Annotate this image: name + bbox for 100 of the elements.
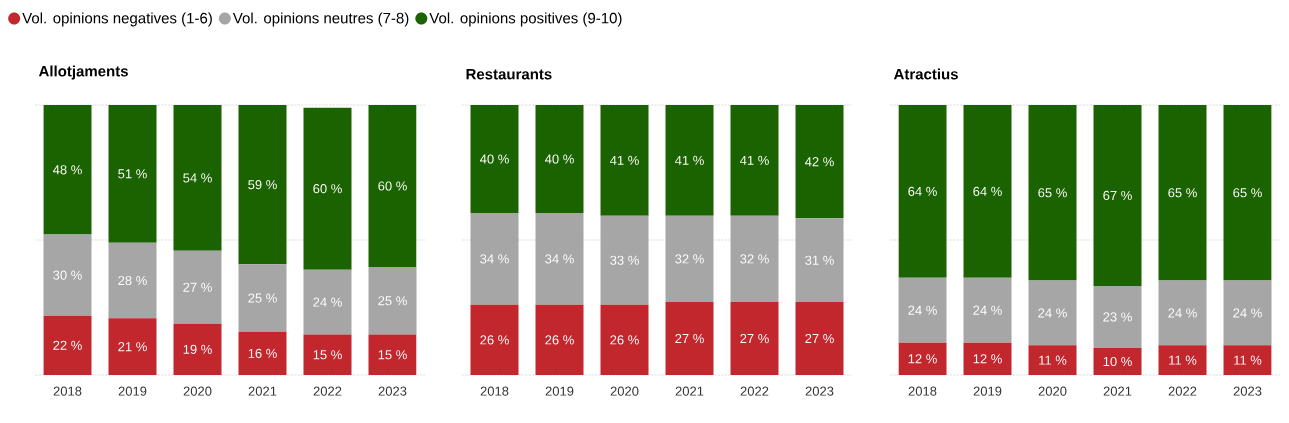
x-tick-label: 2023	[805, 386, 834, 396]
legend-label: Vol. opinions neutres (7-8)	[232, 12, 409, 27]
bar	[238, 264, 287, 332]
bar	[470, 304, 519, 375]
x-tick-label: 2018	[908, 386, 937, 396]
data-label: 42 %	[804, 157, 834, 167]
data-label: 11 %	[1039, 355, 1067, 365]
data-label: 48 %	[52, 165, 82, 175]
bar	[665, 302, 714, 375]
x-tick-label: 2020	[1038, 386, 1067, 396]
bar	[108, 105, 157, 243]
bar	[108, 318, 157, 375]
bar	[600, 215, 649, 305]
data-label: 15 %	[378, 350, 407, 360]
data-label: 32 %	[740, 254, 769, 264]
data-label: 24 %	[313, 297, 342, 307]
data-label: 32 %	[675, 254, 704, 264]
data-label: 41 %	[674, 155, 704, 165]
bar	[303, 107, 352, 270]
chart-title: Atractius	[893, 68, 958, 80]
x-tick-label: 2019	[118, 386, 147, 396]
bar	[108, 242, 157, 319]
bar	[600, 304, 649, 375]
bar	[1158, 280, 1207, 346]
data-label: 27 %	[805, 333, 834, 344]
bar	[1028, 345, 1077, 375]
x-tick-label: 2022	[313, 386, 342, 396]
data-label: 22 %	[53, 340, 82, 350]
bar	[1093, 348, 1142, 375]
data-label: 16 %	[248, 348, 277, 358]
bar	[535, 304, 584, 375]
data-label: 54 %	[183, 173, 212, 183]
data-label: 24 %	[1233, 308, 1262, 318]
bar	[535, 105, 584, 213]
data-label: 26 %	[545, 335, 574, 345]
data-label: 24 %	[1038, 308, 1067, 318]
data-label: 12 %	[973, 354, 1002, 364]
bar	[238, 331, 287, 375]
legend-label: Vol. opinions positives (9-10)	[429, 12, 622, 27]
chart-title: Allotjaments	[38, 65, 128, 80]
chart-title: Restaurants	[466, 69, 552, 80]
data-label: 33 %	[610, 255, 639, 265]
data-label: 34 %	[480, 254, 509, 264]
x-tick-label: 2023	[1233, 386, 1262, 396]
bar	[730, 215, 779, 303]
bar	[1158, 345, 1207, 375]
data-label: 30 %	[53, 270, 82, 280]
x-tick-label: 2021	[248, 386, 277, 396]
data-label: 15 %	[313, 350, 342, 360]
data-label: 60 %	[378, 181, 407, 191]
data-label: 28 %	[118, 275, 147, 286]
data-label: 41 %	[609, 155, 639, 165]
data-label: 27 %	[675, 333, 704, 344]
bar	[1028, 280, 1077, 346]
data-label: 26 %	[610, 335, 639, 345]
x-tick-label: 2020	[183, 386, 212, 396]
data-label: 59 %	[248, 180, 277, 190]
data-label: 64 %	[973, 186, 1002, 196]
legend-label: Vol. opinions negatives (1-6)	[22, 12, 212, 27]
data-label: 27 %	[183, 282, 212, 292]
bar	[963, 277, 1012, 343]
data-label: 25 %	[378, 296, 407, 306]
data-label: 24 %	[908, 305, 937, 315]
bar	[730, 302, 779, 375]
data-label: 27 %	[740, 333, 769, 344]
x-tick-label: 2020	[610, 386, 639, 396]
bar	[43, 315, 92, 375]
data-label: 25 %	[248, 293, 277, 303]
bar	[535, 213, 584, 305]
data-label: 65 %	[1233, 188, 1262, 198]
bar	[730, 105, 779, 216]
bar	[173, 250, 222, 324]
x-tick-label: 2018	[53, 386, 82, 396]
bar	[1093, 105, 1142, 286]
data-label: 64 %	[908, 186, 937, 196]
x-tick-label: 2023	[378, 386, 407, 396]
x-tick-label: 2019	[545, 386, 574, 396]
bar	[963, 105, 1012, 278]
bar	[368, 334, 417, 375]
bar	[898, 105, 947, 278]
data-label: 67 %	[1103, 190, 1132, 201]
bar	[665, 215, 714, 303]
bar	[1223, 345, 1272, 375]
bar	[43, 234, 92, 316]
data-label: 11 %	[1234, 355, 1262, 365]
x-tick-label: 2022	[740, 386, 769, 396]
bar	[898, 342, 947, 375]
data-label: 65 %	[1168, 188, 1197, 198]
bar	[1223, 105, 1272, 281]
bar	[963, 342, 1012, 375]
bar	[173, 105, 222, 251]
data-label: 21 %	[118, 342, 147, 352]
bar	[303, 334, 352, 375]
bar	[600, 105, 649, 216]
bar	[1093, 285, 1142, 348]
bar	[238, 105, 287, 265]
bar	[898, 277, 947, 343]
data-label: 31 %	[805, 255, 834, 265]
data-label: 24 %	[973, 305, 1002, 315]
data-label: 23 %	[1103, 312, 1132, 322]
